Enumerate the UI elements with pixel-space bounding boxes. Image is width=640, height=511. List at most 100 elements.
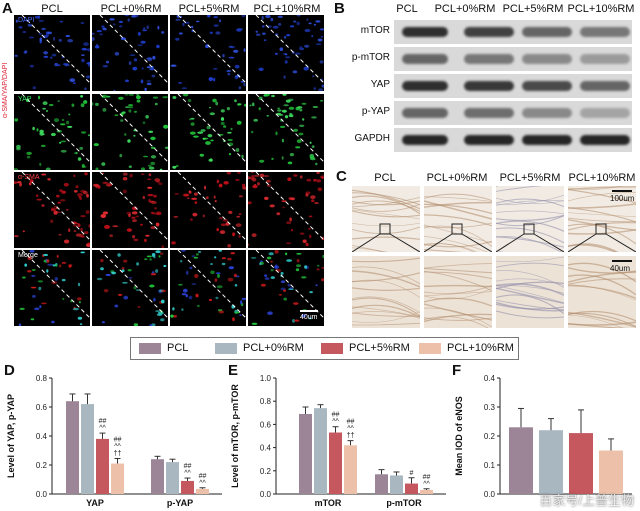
blot-row-label: p-YAP [361, 106, 390, 117]
panel-a-letter: A [2, 0, 13, 17]
channel-label: α-SMA [18, 174, 40, 181]
y-tick-label: 0.4 [36, 432, 48, 441]
y-tick-label: 0.0 [36, 490, 48, 499]
blot-band [522, 81, 572, 91]
blot-band [522, 27, 572, 37]
channel-label: YAP [18, 96, 32, 103]
blot-band [402, 108, 448, 118]
blot-row [394, 128, 632, 152]
fluorescence-cell [248, 15, 324, 91]
panel-b-letter: B [334, 0, 345, 17]
y-tick-label: 0.2 [260, 467, 272, 476]
bar [344, 445, 357, 494]
significance-label: †† [347, 433, 355, 440]
bar [329, 432, 342, 494]
blot-band [402, 54, 448, 64]
x-tick-label: p-YAP [167, 498, 193, 508]
legend-item-0rm: PCL+0%RM [215, 342, 304, 354]
bar [151, 459, 164, 494]
histology-cell [496, 186, 564, 252]
blot-row [394, 74, 632, 98]
fluorescence-cell [170, 172, 246, 248]
fluorescence-cell [92, 94, 168, 170]
blot-band [522, 135, 572, 145]
significance-label: ^^ [423, 481, 430, 488]
panel-c-header-5rm: PCL+5%RM [499, 172, 561, 184]
fluorescence-cell [92, 15, 168, 91]
scale-bar-label: 100um [610, 194, 635, 203]
histology-cell [496, 256, 564, 328]
significance-label: ^^ [332, 419, 339, 426]
scale-bar [300, 310, 318, 312]
y-tick-label: 0.2 [484, 432, 496, 441]
blot-row [394, 101, 632, 125]
significance-label: ^^ [347, 426, 354, 433]
panel-c-header-pcl: PCL [374, 172, 396, 184]
bar [111, 463, 124, 494]
legend-label: PCL+10%RM [447, 342, 514, 354]
blot-band [580, 54, 630, 64]
significance-label: ## [332, 412, 340, 419]
legend-label: PCL [167, 342, 189, 354]
bar [96, 438, 109, 494]
panel-e-letter: E [228, 362, 239, 379]
y-tick-label: 0.0 [484, 490, 496, 499]
y-tick-label: 0.1 [484, 461, 496, 470]
watermark: 百家号/上普生物 [539, 493, 634, 508]
bar [181, 480, 194, 494]
panel-f-letter: F [452, 362, 462, 379]
histology-cell [424, 186, 492, 252]
scale-bar-label: 40um [610, 264, 631, 273]
histology-cell [424, 256, 492, 328]
blot-row-label: p-mTOR [351, 52, 390, 63]
panel-b-header-10rm: PCL+10%RM [567, 3, 635, 15]
channel-label: Merge [18, 252, 38, 259]
bar [166, 462, 179, 494]
bar [390, 475, 403, 494]
significance-label: ## [99, 418, 107, 425]
y-tick-label: 0.6 [260, 420, 272, 429]
blot-band [580, 81, 630, 91]
y-axis-label: Level of mTOR, p-mTOR [230, 384, 240, 488]
blot-band [580, 135, 630, 145]
chart-f: 0.0 0.1 0.2 0.3 0.4 Mean IOD of eNOS [454, 374, 632, 499]
blot-band [464, 108, 514, 118]
bar [405, 483, 418, 494]
y-tick-label: 0.0 [260, 490, 272, 499]
histology-cell [352, 256, 420, 328]
bar [81, 404, 94, 494]
significance-label: ## [184, 463, 192, 470]
y-tick-label: 0.2 [36, 461, 48, 470]
significance-label: ## [423, 474, 431, 481]
panel-b-header-5rm: PCL+5%RM [502, 3, 564, 15]
blot-row [394, 20, 632, 44]
scale-bar [612, 190, 632, 192]
legend-swatch [139, 342, 161, 354]
bar [299, 413, 312, 494]
y-tick-label: 1.0 [260, 374, 272, 383]
legend-label: PCL+0%RM [243, 342, 304, 354]
blot-band [464, 54, 514, 64]
y-axis-label: Level of YAP, p-YAP [6, 394, 16, 478]
bar [420, 489, 433, 494]
fluorescence-cell [170, 94, 246, 170]
panel-b-header-pcl: PCL [396, 3, 418, 15]
legend-swatch [215, 342, 237, 354]
panel-d-letter: D [4, 362, 15, 379]
significance-label: †† [114, 450, 122, 457]
blot-band [402, 27, 448, 37]
bar [314, 408, 327, 494]
panel-b-header-0rm: PCL+0%RM [434, 3, 496, 15]
legend-item-10rm: PCL+10%RM [419, 342, 514, 354]
significance-label: ## [199, 473, 207, 480]
legend-item-5rm: PCL+5%RM [321, 342, 410, 354]
fluorescence-cell: YAP [14, 94, 90, 170]
fluorescence-cell: α-SMA [14, 172, 90, 248]
fluorescence-cell: 40um [248, 250, 324, 326]
legend-swatch [321, 342, 343, 354]
significance-label: # [410, 470, 414, 477]
bar [569, 433, 593, 494]
blot-row-label: mTOR [360, 25, 390, 36]
panel-a-header-pcl: PCL [41, 3, 63, 15]
